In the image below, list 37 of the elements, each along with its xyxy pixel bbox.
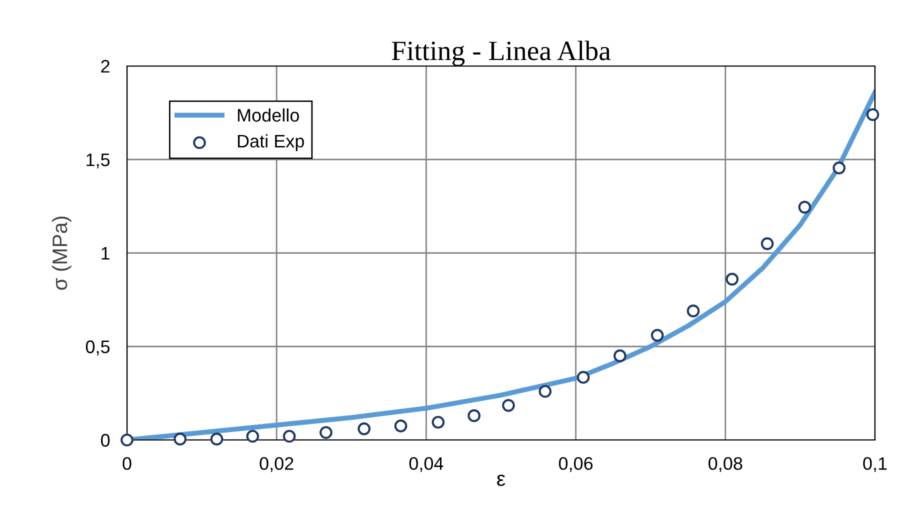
x-tick-label: 0,08 [708,457,742,472]
point [502,398,515,412]
point [432,416,445,429]
point [358,422,371,436]
y-tick-label: 0 [101,434,110,447]
point [576,370,590,384]
chart-title: Fitting - Linea Alba [392,40,611,66]
point [468,409,480,422]
x-tick-label: 0,1 [863,457,887,472]
point [832,161,846,174]
y-tick-label: 0,5 [86,340,110,356]
point [282,430,296,443]
x-tick-label: 0,04 [409,457,444,472]
point [798,200,812,214]
point [686,304,700,318]
point [650,328,664,342]
point [210,432,224,446]
point [866,108,880,122]
point [760,237,774,250]
y-tick-label: 1,5 [86,154,110,168]
point [538,384,552,398]
legend-label: Dati Exp [238,134,304,152]
point [174,432,187,446]
x-tick-label: 0 [122,457,132,470]
x-axis-title: ε [497,474,506,486]
point [394,420,408,432]
point [320,426,332,439]
point [614,349,626,362]
point [246,430,260,443]
x-tick-label: 0,06 [558,457,593,472]
legend-label: Modello [238,108,299,122]
y-axis-title: σ (MPa) [52,216,72,290]
y-tick-label: 1 [102,247,110,260]
y-tick-label: 2 [101,60,110,73]
point [726,272,739,286]
point [120,434,134,446]
x-tick-label: 0,02 [260,457,294,472]
